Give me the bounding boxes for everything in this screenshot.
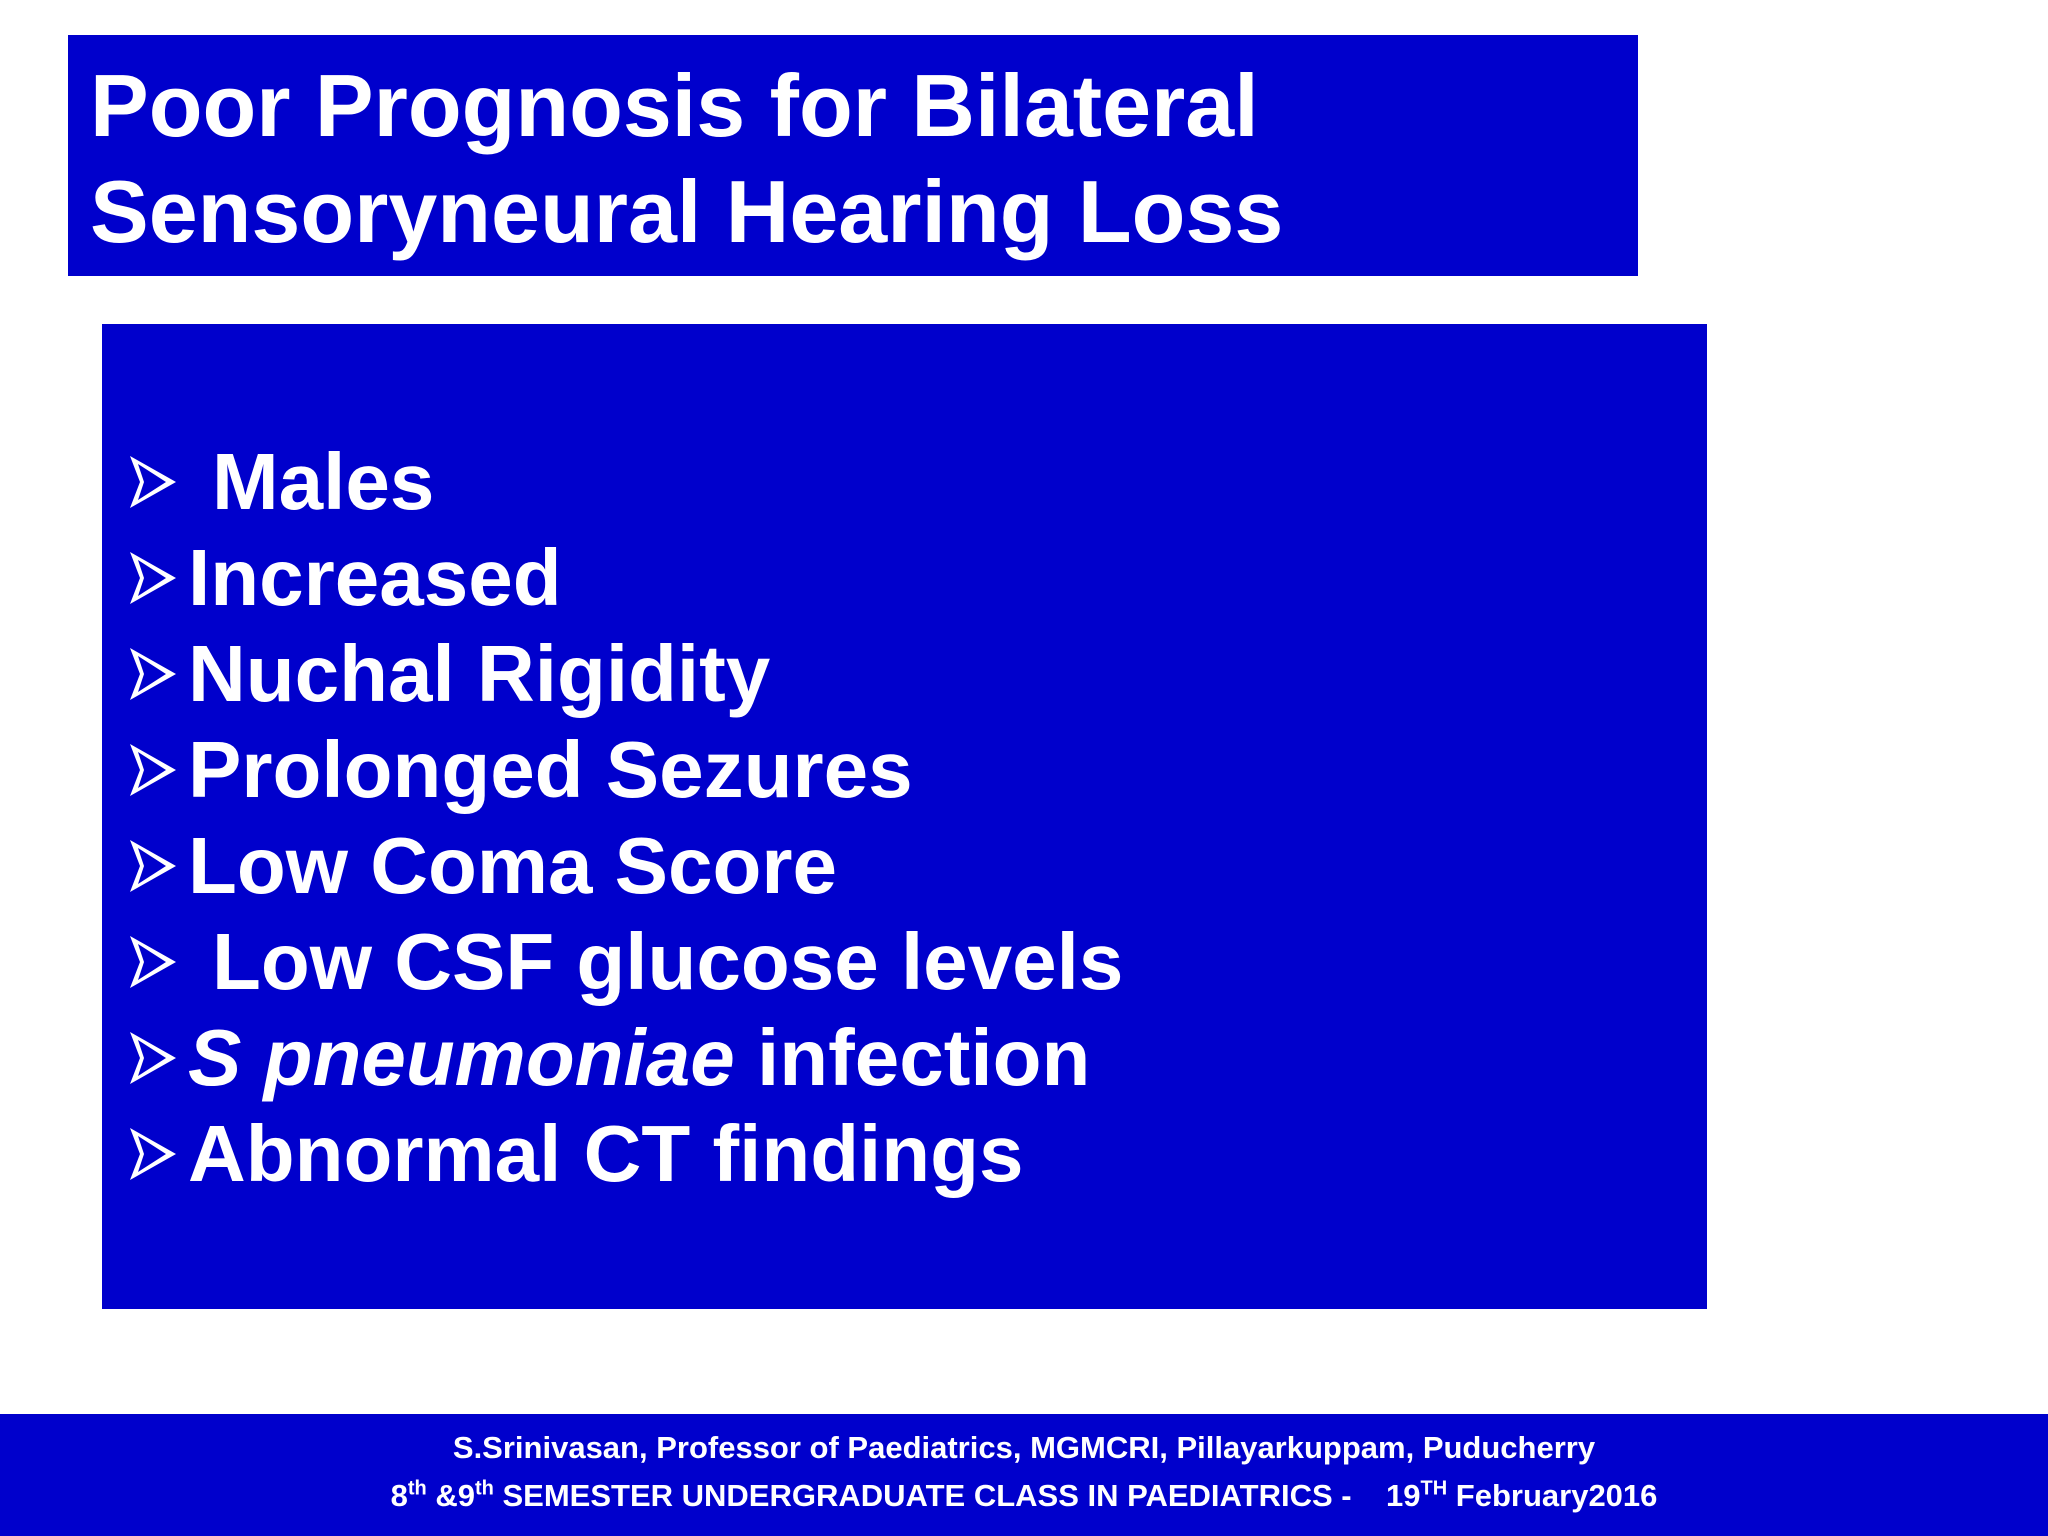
footer-class-line: 8th &9th SEMESTER UNDERGRADUATE CLASS IN… bbox=[0, 1476, 2048, 1516]
bullet-text: Low Coma Score bbox=[188, 821, 838, 910]
bullet-item-s-pneumoniae: S pneumoniae infection bbox=[128, 1010, 1707, 1106]
arrow-bullet-icon bbox=[128, 1028, 178, 1088]
bullet-text: infection bbox=[734, 1013, 1091, 1102]
bullet-italic-text: S pneumoniae bbox=[188, 1013, 735, 1102]
footer-text: February2016 bbox=[1447, 1478, 1658, 1513]
arrow-bullet-icon bbox=[128, 644, 178, 704]
footer-bar: S.Srinivasan, Professor of Paediatrics, … bbox=[0, 1414, 2048, 1536]
content-box: Males Increased Nuchal Rigidity Prolonge… bbox=[102, 324, 1707, 1309]
bullet-item-low-coma-score: Low Coma Score bbox=[128, 818, 1707, 914]
title-box: Poor Prognosis for Bilateral Sensoryneur… bbox=[68, 35, 1638, 276]
bullet-item-increased: Increased bbox=[128, 530, 1707, 626]
bullet-item-males: Males bbox=[128, 434, 1707, 530]
bullet-text: Prolonged Sezures bbox=[188, 725, 913, 814]
arrow-bullet-icon bbox=[128, 740, 178, 800]
footer-text: &9 bbox=[426, 1478, 475, 1513]
footer-superscript: th bbox=[407, 1477, 427, 1500]
bullet-item-prolonged-sezures: Prolonged Sezures bbox=[128, 722, 1707, 818]
bullet-text: Abnormal CT findings bbox=[188, 1109, 1024, 1198]
footer-text: SEMESTER UNDERGRADUATE CLASS IN PAEDIATR… bbox=[493, 1478, 1421, 1513]
bullet-text: Nuchal Rigidity bbox=[188, 629, 771, 718]
bullet-item-low-csf-glucose: Low CSF glucose levels bbox=[128, 914, 1707, 1010]
slide-title-line-2: Sensoryneural Hearing Loss bbox=[90, 162, 1284, 261]
bullet-list: Males Increased Nuchal Rigidity Prolonge… bbox=[128, 434, 1707, 1202]
arrow-bullet-icon bbox=[128, 836, 178, 896]
slide-title-line-1: Poor Prognosis for Bilateral bbox=[90, 56, 1259, 155]
bullet-item-nuchal-rigidity: Nuchal Rigidity bbox=[128, 626, 1707, 722]
bullet-item-abnormal-ct: Abnormal CT findings bbox=[128, 1106, 1707, 1202]
arrow-bullet-icon bbox=[128, 932, 178, 992]
bullet-text: Males bbox=[212, 437, 435, 526]
footer-superscript: th bbox=[474, 1477, 494, 1500]
arrow-bullet-icon bbox=[128, 1124, 178, 1184]
arrow-bullet-icon bbox=[128, 548, 178, 608]
arrow-bullet-icon bbox=[128, 452, 178, 512]
footer-superscript: TH bbox=[1420, 1477, 1448, 1500]
footer-text: 8 bbox=[390, 1478, 408, 1513]
bullet-text: Increased bbox=[188, 533, 562, 622]
bullet-text: Low CSF glucose levels bbox=[212, 917, 1124, 1006]
footer-author-line: S.Srinivasan, Professor of Paediatrics, … bbox=[452, 1430, 1596, 1465]
